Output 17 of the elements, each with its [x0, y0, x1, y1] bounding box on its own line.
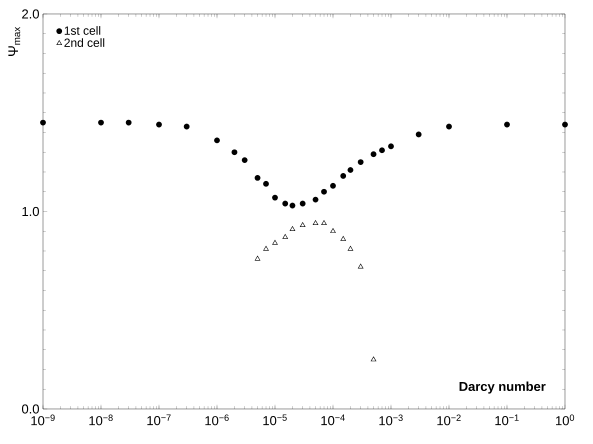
x-tick-label: 10$^{−1}$: [495, 414, 519, 426]
x-tick-label: 10$^{−3}$: [379, 414, 403, 426]
legend-label: 2nd cell: [64, 38, 104, 47]
x-tick-label: 10$^{−7}$: [147, 414, 171, 426]
x-tick-label: 10$^{0}$: [556, 414, 574, 426]
x-axis-title: Darcy number: [460, 382, 546, 394]
y-axis-title: Ψ$_{max}$: [8, 26, 20, 56]
x-tick-label: 10$^{−9}$: [31, 414, 55, 426]
x-tick-label: 10$^{−6}$: [205, 414, 229, 426]
legend-label: 1st cell: [64, 26, 100, 35]
x-tick-label: 10$^{−5}$: [263, 414, 287, 426]
x-tick-label: 10$^{−4}$: [321, 414, 345, 426]
x-tick-label: 10$^{−8}$: [89, 414, 113, 426]
y-tick-label: 0.0: [22, 404, 39, 414]
y-tick-label: 1.0: [22, 206, 39, 216]
x-tick-label: 10$^{−2}$: [437, 414, 461, 426]
y-tick-label: 2.0: [22, 9, 39, 19]
